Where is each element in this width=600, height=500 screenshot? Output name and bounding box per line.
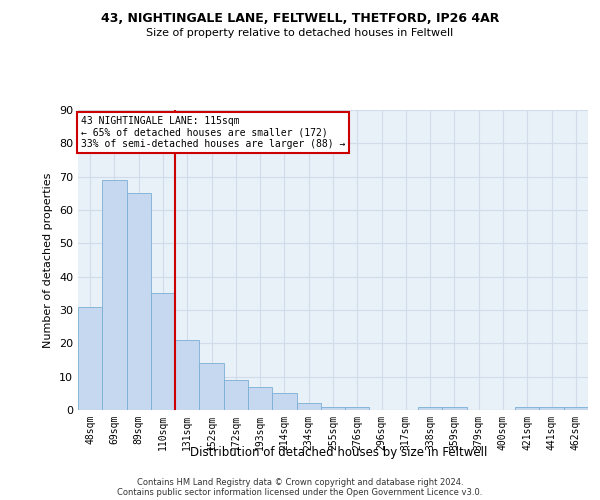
Bar (442, 406, 467, 410)
Text: Contains HM Land Registry data © Crown copyright and database right 2024.: Contains HM Land Registry data © Crown c… (137, 478, 463, 487)
Bar (345, 406, 370, 410)
Bar (321, 406, 345, 410)
Text: Contains public sector information licensed under the Open Government Licence v3: Contains public sector information licen… (118, 488, 482, 497)
Bar (272, 394, 296, 410)
Text: Size of property relative to detached houses in Feltwell: Size of property relative to detached ho… (146, 28, 454, 38)
Bar (418, 406, 442, 410)
Y-axis label: Number of detached properties: Number of detached properties (43, 172, 53, 348)
Bar (564, 406, 588, 410)
Bar (175, 340, 199, 410)
Bar (199, 364, 224, 410)
Text: Distribution of detached houses by size in Feltwell: Distribution of detached houses by size … (190, 446, 488, 459)
Text: 43, NIGHTINGALE LANE, FELTWELL, THETFORD, IP26 4AR: 43, NIGHTINGALE LANE, FELTWELL, THETFORD… (101, 12, 499, 26)
Bar (248, 386, 272, 410)
Text: 43 NIGHTINGALE LANE: 115sqm
← 65% of detached houses are smaller (172)
33% of se: 43 NIGHTINGALE LANE: 115sqm ← 65% of det… (80, 116, 345, 149)
Bar (539, 406, 564, 410)
Bar (151, 294, 175, 410)
Bar (127, 194, 151, 410)
Bar (102, 180, 127, 410)
Bar (515, 406, 539, 410)
Bar (78, 306, 102, 410)
Bar (224, 380, 248, 410)
Bar (296, 404, 321, 410)
